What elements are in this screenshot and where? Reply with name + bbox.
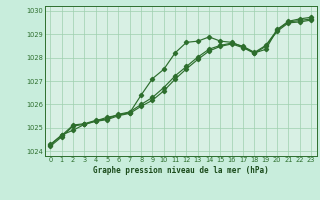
X-axis label: Graphe pression niveau de la mer (hPa): Graphe pression niveau de la mer (hPa) — [93, 166, 269, 175]
